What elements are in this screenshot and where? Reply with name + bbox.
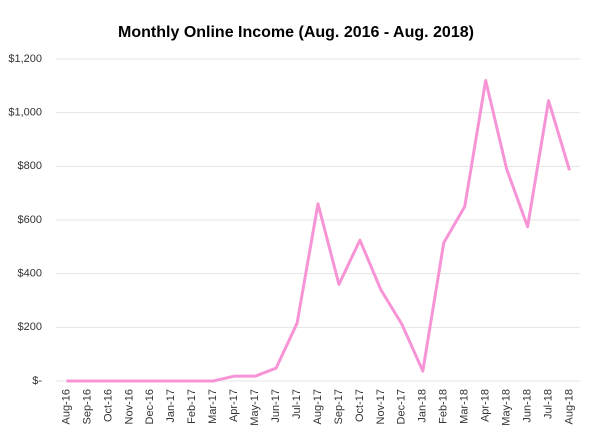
- x-tick-label: Jul-18: [542, 389, 554, 419]
- y-tick-label: $1,200: [8, 53, 42, 65]
- y-tick-label: $1,000: [8, 107, 42, 119]
- y-tick-label: $800: [18, 160, 42, 172]
- x-tick-label: Jul-17: [291, 389, 303, 419]
- x-tick-label: Nov-16: [123, 389, 135, 424]
- x-tick-label: Apr-18: [480, 389, 492, 422]
- x-tick-label: Sep-16: [81, 389, 93, 424]
- x-tick-label: Jan-17: [165, 389, 177, 423]
- data-line: [66, 78, 571, 383]
- x-tick-label: Feb-18: [438, 389, 450, 424]
- x-tick-label: Feb-17: [186, 389, 198, 424]
- x-tick-label: Oct-16: [102, 389, 114, 422]
- x-tick-label: Aug-16: [60, 389, 72, 424]
- chart-title: Monthly Online Income (Aug. 2016 - Aug. …: [118, 24, 474, 41]
- x-tick-label: Apr-17: [228, 389, 240, 422]
- x-tick-label: Jan-18: [417, 389, 429, 423]
- x-tick-label: Dec-16: [144, 389, 156, 424]
- x-tick-label: Mar-18: [459, 389, 471, 424]
- x-tick-label: Jun-17: [270, 389, 282, 423]
- x-tick-label: Jun-18: [522, 389, 534, 423]
- x-tick-label: Aug-18: [563, 389, 575, 424]
- x-tick-label: May-17: [249, 389, 261, 426]
- x-tick-label: Dec-17: [396, 389, 408, 424]
- x-tick-label: Nov-17: [375, 389, 387, 424]
- y-tick-label: $200: [18, 321, 42, 333]
- x-tick-label: Mar-17: [207, 389, 219, 424]
- x-tick-label: Sep-17: [333, 389, 345, 424]
- y-tick-label: $-: [32, 375, 42, 387]
- x-tick-label: May-18: [501, 389, 513, 426]
- y-tick-label: $400: [18, 268, 42, 280]
- x-tick-label: Oct-17: [354, 389, 366, 422]
- y-tick-label: $600: [18, 214, 42, 226]
- x-tick-label: Aug-17: [312, 389, 324, 424]
